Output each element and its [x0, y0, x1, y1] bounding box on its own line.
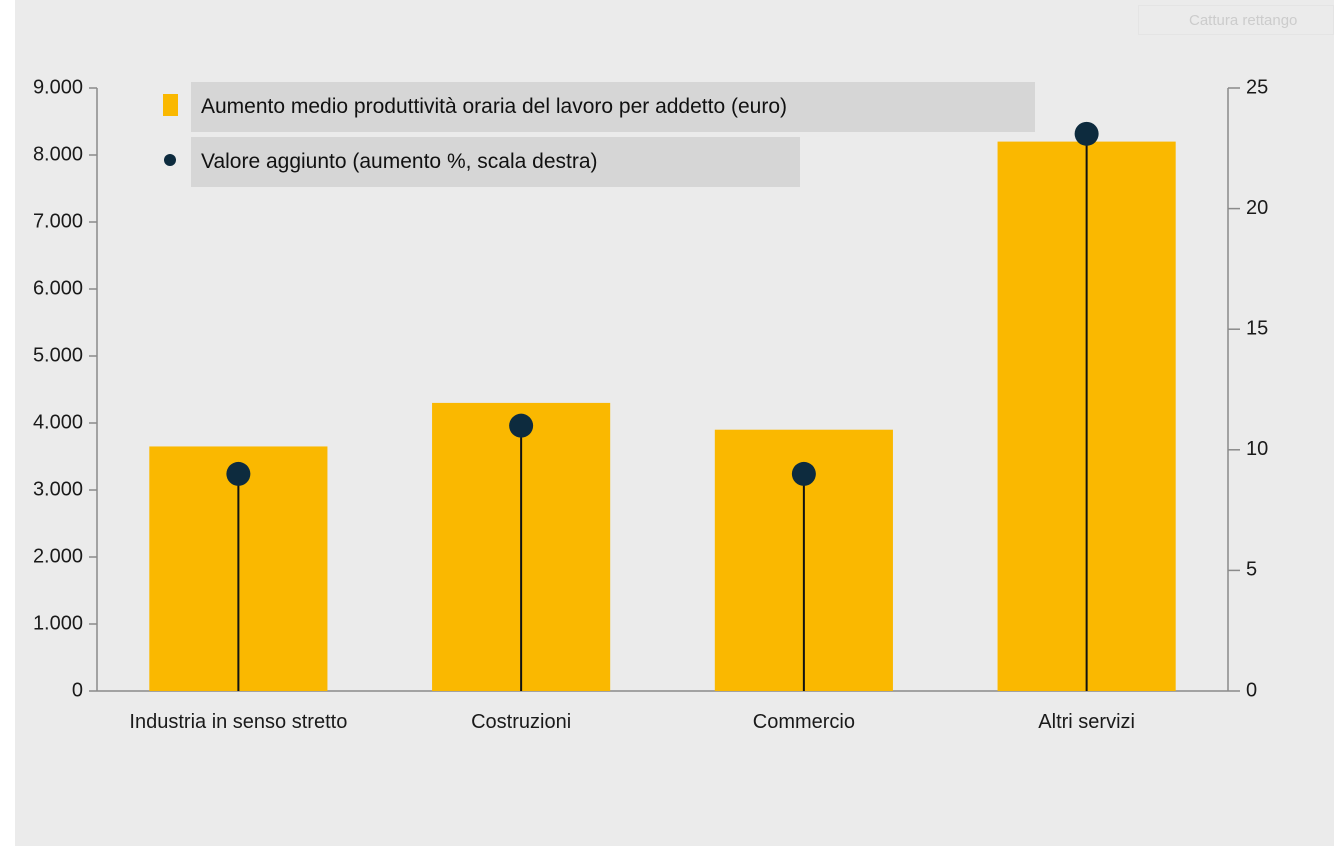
y-tick-label: 5.000 — [33, 344, 83, 366]
y-tick-label: 3.000 — [33, 478, 83, 500]
y2-tick-label: 0 — [1246, 679, 1257, 701]
y-tick-label: 1.000 — [33, 612, 83, 634]
y2-tick-label: 25 — [1246, 76, 1268, 98]
legend-label: Valore aggiunto (aumento %, scala destra… — [191, 137, 800, 187]
y-tick-label: 6.000 — [33, 277, 83, 299]
y-tick-label: 0 — [72, 679, 83, 701]
y2-tick-label: 5 — [1246, 559, 1257, 581]
dot — [1074, 121, 1099, 146]
y-tick-label: 4.000 — [33, 411, 83, 433]
dot — [791, 461, 816, 486]
y2-tick-label: 10 — [1246, 438, 1268, 460]
capture-button[interactable]: Cattura rettango — [1138, 5, 1334, 35]
y-tick-label: 7.000 — [33, 210, 83, 232]
y-tick-label: 9.000 — [33, 76, 83, 98]
legend-swatch — [163, 94, 178, 116]
dot — [226, 461, 251, 486]
x-tick-label: Altri servizi — [1038, 711, 1135, 733]
y-tick-label: 2.000 — [33, 545, 83, 567]
legend-label: Aumento medio produttività oraria del la… — [191, 82, 1035, 132]
legend-swatch — [164, 154, 176, 166]
y-tick-label: 8.000 — [33, 143, 83, 165]
y2-tick-label: 15 — [1246, 317, 1268, 339]
y2-tick-label: 20 — [1246, 197, 1268, 219]
x-tick-label: Commercio — [752, 711, 855, 733]
dot — [509, 413, 534, 438]
x-tick-label: Costruzioni — [471, 711, 572, 733]
x-tick-label: Industria in senso stretto — [129, 711, 348, 733]
